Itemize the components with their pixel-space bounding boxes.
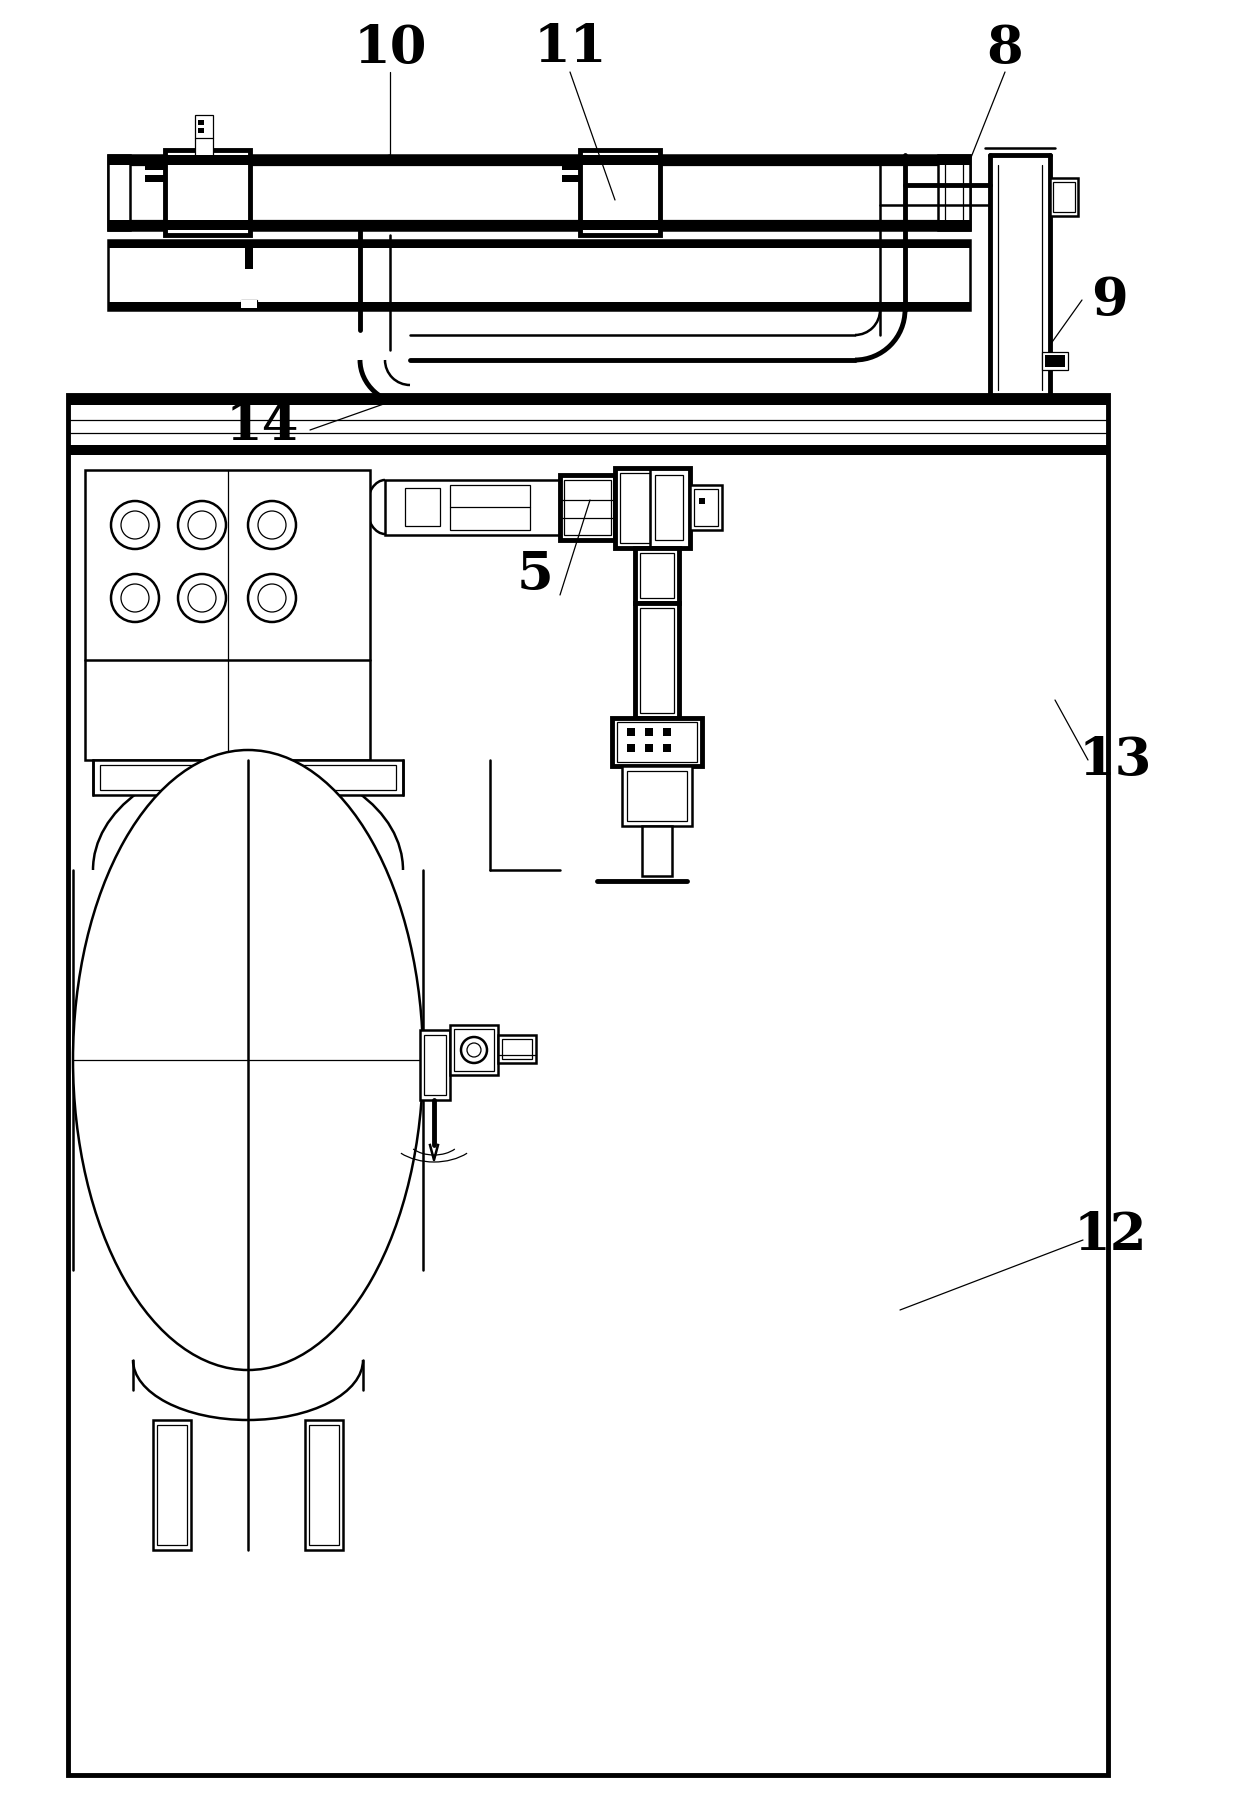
Bar xyxy=(655,474,683,540)
Bar xyxy=(145,164,165,171)
Bar xyxy=(642,825,672,876)
Ellipse shape xyxy=(73,751,423,1371)
Bar xyxy=(615,467,689,547)
Circle shape xyxy=(248,574,296,622)
Bar xyxy=(580,151,660,235)
Bar xyxy=(622,765,692,825)
Bar xyxy=(635,604,680,718)
Bar xyxy=(1053,182,1075,213)
Circle shape xyxy=(179,502,226,549)
Circle shape xyxy=(258,511,286,538)
Bar xyxy=(635,547,680,604)
Bar xyxy=(246,244,253,269)
Bar xyxy=(689,485,722,531)
Bar xyxy=(86,471,370,760)
Bar xyxy=(198,127,205,133)
Circle shape xyxy=(112,502,159,549)
Bar xyxy=(937,155,970,231)
Bar xyxy=(694,489,718,525)
Bar xyxy=(645,744,653,753)
Text: 11: 11 xyxy=(533,22,606,73)
Text: 8: 8 xyxy=(987,22,1023,73)
Bar xyxy=(241,300,257,307)
Bar xyxy=(153,1420,191,1551)
Circle shape xyxy=(188,584,216,613)
Bar xyxy=(241,300,257,307)
Bar xyxy=(450,1025,498,1074)
Bar xyxy=(699,498,706,504)
Circle shape xyxy=(179,574,226,622)
Circle shape xyxy=(258,584,286,613)
Bar xyxy=(108,302,970,311)
Bar xyxy=(405,487,440,525)
Bar xyxy=(424,1034,446,1094)
Text: 10: 10 xyxy=(353,22,427,73)
Bar xyxy=(613,718,702,765)
Bar xyxy=(640,607,675,713)
Bar xyxy=(157,1425,187,1545)
Bar xyxy=(108,155,970,165)
Bar xyxy=(68,395,1109,405)
Bar xyxy=(1042,353,1068,371)
Bar xyxy=(645,727,653,736)
Bar xyxy=(502,1040,532,1060)
Text: 12: 12 xyxy=(1074,1209,1147,1260)
Bar xyxy=(450,485,529,531)
Text: 9: 9 xyxy=(1091,275,1128,325)
Bar xyxy=(108,240,970,247)
Bar xyxy=(165,151,250,235)
Circle shape xyxy=(112,574,159,622)
Bar xyxy=(145,175,165,182)
Bar xyxy=(945,160,963,225)
Circle shape xyxy=(188,511,216,538)
Bar xyxy=(420,1031,450,1100)
Bar xyxy=(68,395,1109,1774)
Bar xyxy=(305,1420,343,1551)
Bar xyxy=(108,240,970,311)
Bar xyxy=(108,155,130,231)
Bar xyxy=(620,473,650,544)
Circle shape xyxy=(122,584,149,613)
Bar xyxy=(100,765,396,791)
Bar xyxy=(640,553,675,598)
Circle shape xyxy=(122,511,149,538)
Bar xyxy=(663,744,671,753)
Text: 5: 5 xyxy=(517,549,553,600)
Bar xyxy=(560,474,615,540)
Circle shape xyxy=(461,1036,487,1064)
Bar xyxy=(627,771,687,822)
Text: 14: 14 xyxy=(226,400,299,451)
Text: 13: 13 xyxy=(1079,734,1152,785)
Circle shape xyxy=(248,502,296,549)
Bar xyxy=(627,727,635,736)
Bar xyxy=(108,220,970,231)
Bar xyxy=(454,1029,494,1071)
Bar xyxy=(627,744,635,753)
Bar xyxy=(148,176,162,182)
Bar xyxy=(562,164,580,171)
Bar xyxy=(562,175,580,182)
Bar xyxy=(384,480,560,534)
Bar xyxy=(148,165,162,171)
Bar xyxy=(195,115,213,156)
Bar xyxy=(1050,178,1078,216)
Bar xyxy=(198,120,205,125)
Bar xyxy=(68,445,1109,454)
Bar xyxy=(309,1425,339,1545)
Bar xyxy=(663,727,671,736)
Bar xyxy=(93,760,403,794)
Bar xyxy=(564,480,611,534)
Bar xyxy=(618,722,697,762)
Bar xyxy=(108,155,970,231)
Bar xyxy=(1045,355,1065,367)
Circle shape xyxy=(467,1044,481,1056)
Bar xyxy=(498,1034,536,1064)
